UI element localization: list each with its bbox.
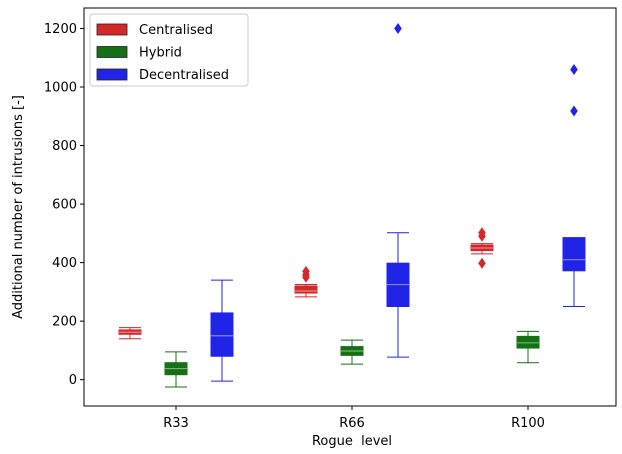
series-hybrid bbox=[164, 330, 540, 388]
y-tick-label: 200 bbox=[52, 315, 77, 330]
y-axis-label: Additional number of intrusions [-] bbox=[11, 95, 26, 319]
y-axis: 0 200 400 600 800 1000 1200 bbox=[44, 22, 84, 388]
y-tick-label: 400 bbox=[52, 256, 77, 271]
legend-frame bbox=[89, 13, 249, 87]
box-groups bbox=[118, 22, 586, 388]
y-tick-label: 1000 bbox=[44, 81, 77, 96]
outlier-point bbox=[302, 265, 310, 277]
legend-label: Hybrid bbox=[139, 46, 182, 61]
box bbox=[210, 312, 234, 357]
plot-frame bbox=[83, 7, 617, 407]
x-tick-label: R33 bbox=[163, 416, 189, 431]
outlier-point bbox=[570, 105, 578, 117]
plot-area bbox=[83, 7, 617, 407]
legend-swatch bbox=[96, 68, 128, 81]
outlier-point bbox=[570, 63, 578, 75]
x-axis-label: Rogue level bbox=[312, 434, 392, 449]
y-tick-label: 600 bbox=[52, 198, 77, 213]
y-tick-label: 800 bbox=[52, 139, 77, 154]
legend-swatch bbox=[96, 23, 128, 36]
legend-label: Centralised bbox=[139, 23, 213, 38]
x-tick-label: R66 bbox=[339, 416, 365, 431]
series-decentralised bbox=[210, 22, 586, 382]
outlier-point bbox=[478, 227, 486, 239]
y-tick-label: 1200 bbox=[44, 22, 77, 37]
y-tick-label: 0 bbox=[69, 373, 77, 388]
legend-swatch bbox=[96, 46, 128, 58]
outlier-point bbox=[394, 22, 402, 34]
box bbox=[562, 237, 586, 272]
box bbox=[294, 285, 318, 294]
series-centralised bbox=[118, 227, 494, 340]
x-tick-label: R100 bbox=[511, 416, 545, 431]
x-axis: R33 R66 R100 bbox=[163, 406, 545, 431]
legend: Centralised Hybrid Decentralised bbox=[89, 13, 249, 87]
legend-label: Decentralised bbox=[139, 68, 229, 83]
outlier-point bbox=[478, 257, 486, 269]
